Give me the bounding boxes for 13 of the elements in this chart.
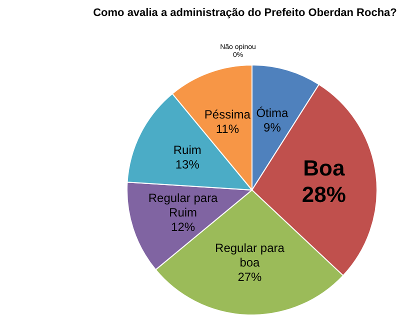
slice-label: Regular para Ruim xyxy=(148,191,218,220)
chart-title: Como avalia a administração do Prefeito Oberdan Rocha? xyxy=(93,7,398,19)
slice-label: Regular para boa xyxy=(215,241,285,270)
slice-label: Ótima xyxy=(256,106,289,120)
data-label: 13% xyxy=(175,157,200,172)
slice-label: Ruim xyxy=(173,142,202,157)
data-label: 28% xyxy=(302,182,346,207)
slice-label: Boa xyxy=(303,155,346,180)
data-label: 12% xyxy=(171,220,196,234)
data-label: 27% xyxy=(238,270,262,284)
data-label: 9% xyxy=(264,120,282,135)
slice-label: Péssima xyxy=(204,108,251,122)
data-label: 11% xyxy=(216,122,240,136)
